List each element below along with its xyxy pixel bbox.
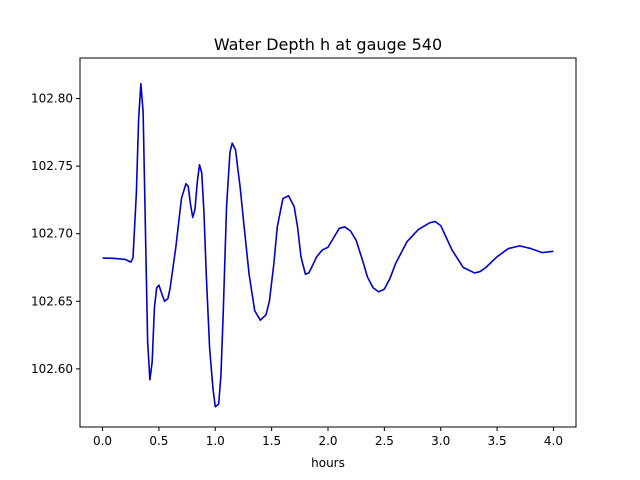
plot-area (79, 57, 577, 428)
y-tick-label: 102.70 (31, 227, 73, 241)
x-tick-label: 1.0 (206, 434, 225, 448)
x-tick-label: 0.0 (93, 434, 112, 448)
y-tick-label: 102.60 (31, 362, 73, 376)
series-line-0 (102, 82, 554, 408)
x-tick-label: 3.0 (431, 434, 450, 448)
plot-frame (79, 57, 577, 428)
x-axis-label: hours (311, 456, 345, 470)
y-tick-label: 102.75 (31, 159, 73, 173)
y-axis: 102.60 102.65 102.70 102.75 102.80 (31, 92, 80, 376)
x-axis: 0.0 0.5 1.0 1.5 2.0 2.5 3.0 3.5 4.0 (93, 427, 563, 448)
x-tick-label: 3.5 (488, 434, 507, 448)
x-tick-label: 2.5 (375, 434, 394, 448)
x-tick-label: 1.5 (262, 434, 281, 448)
chart-title: Water Depth h at gauge 540 (214, 35, 442, 54)
x-tick-label: 2.0 (318, 434, 337, 448)
y-tick-label: 102.65 (31, 294, 73, 308)
x-tick-label: 0.5 (149, 434, 168, 448)
y-tick-label: 102.80 (31, 92, 73, 106)
x-tick-label: 4.0 (544, 434, 563, 448)
